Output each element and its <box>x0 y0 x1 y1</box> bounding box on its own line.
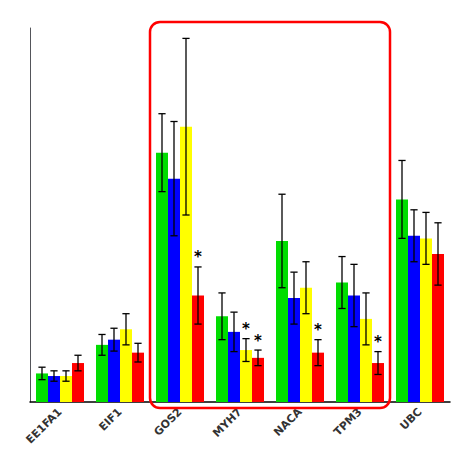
svg-text:NACA: NACA <box>271 405 305 439</box>
svg-text:MYH7: MYH7 <box>210 405 244 439</box>
svg-text:GOS2: GOS2 <box>151 405 184 438</box>
svg-text:EE1FA1: EE1FA1 <box>24 405 65 446</box>
svg-text:EIF1: EIF1 <box>96 405 124 433</box>
svg-text:*: * <box>314 321 322 339</box>
svg-text:UBC: UBC <box>397 405 424 432</box>
svg-text:TPM3: TPM3 <box>331 405 364 438</box>
svg-text:*: * <box>242 320 250 338</box>
svg-text:*: * <box>254 332 262 350</box>
svg-text:*: * <box>194 248 202 266</box>
svg-text:*: * <box>374 333 382 351</box>
